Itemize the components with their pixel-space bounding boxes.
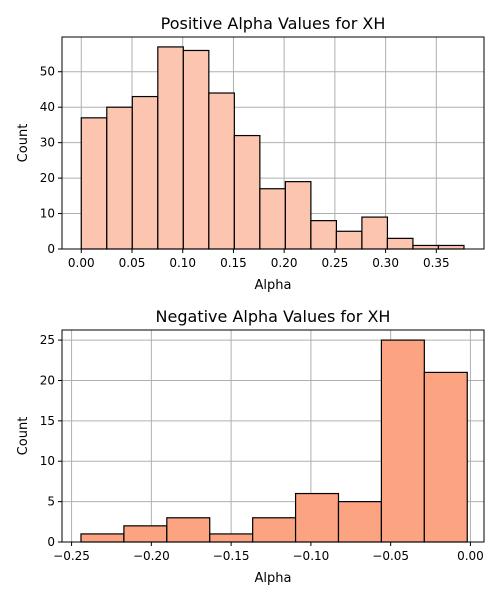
y-tick-label: 50: [40, 65, 55, 79]
x-axis-label: Alpha: [255, 571, 292, 586]
x-tick-label: 0.05: [119, 256, 146, 270]
histogram-bar: [157, 46, 184, 250]
chart-1: 0.00 0.05 0.10 0.15 0.20 0.25 0.30 0.35 0 10 20 30 4…: [16, 14, 485, 293]
x-tick-label: −0.15: [213, 549, 250, 563]
histogram-bar: [380, 339, 425, 543]
histogram-bar: [182, 49, 210, 250]
chart-title: Positive Alpha Values for XH: [161, 14, 386, 33]
y-tick-label: 20: [40, 171, 55, 185]
x-tick-label: 0.15: [220, 256, 247, 270]
histogram-bar: [233, 134, 261, 250]
histogram-bar: [209, 533, 254, 543]
y-axis-label: Count: [16, 124, 31, 163]
chart-2: −0.25 −0.20 −0.15 −0.10 −0.05 0.00 0 5 10 15 20 25 N…: [16, 307, 485, 586]
y-tick-label: 15: [40, 414, 55, 428]
histogram-bar: [131, 95, 159, 250]
y-tick-label: 20: [40, 373, 55, 387]
histogram-bar: [80, 117, 108, 250]
chart-title: Negative Alpha Values for XH: [156, 307, 391, 326]
x-tick-label: −0.10: [293, 549, 330, 563]
histogram-bar: [123, 525, 168, 543]
histogram-bar: [361, 216, 389, 250]
histogram-bar: [252, 517, 297, 543]
histogram-bar: [337, 501, 383, 543]
histogram-bar: [423, 371, 468, 543]
x-tick-label: 0.00: [68, 256, 95, 270]
histogram-bar: [284, 181, 312, 250]
histogram-bar: [166, 517, 211, 543]
y-tick-label: 30: [40, 136, 55, 150]
y-tick-label: 0: [47, 242, 55, 256]
histogram-bar: [437, 244, 465, 250]
x-tick-label: 0.20: [271, 256, 298, 270]
axes-frame: [61, 329, 485, 543]
histogram-bar: [294, 492, 340, 543]
y-tick-label: 25: [40, 333, 55, 347]
y-tick-label: 0: [47, 535, 55, 549]
histogram-bar: [106, 106, 133, 250]
histogram-bar: [335, 230, 363, 250]
y-axis-label: Count: [16, 417, 31, 456]
x-tick-label: 0.10: [169, 256, 196, 270]
histogram-bar: [80, 533, 125, 543]
x-tick-label: 0.35: [423, 256, 450, 270]
x-tick-label: 0.30: [372, 256, 399, 270]
histogram-bar: [386, 237, 414, 250]
x-axis-label: Alpha: [255, 278, 292, 293]
x-tick-label: 0.00: [457, 549, 484, 563]
histogram-bar: [208, 92, 235, 250]
x-tick-label: 0.25: [322, 256, 349, 270]
y-tick-label: 5: [47, 495, 55, 509]
histogram-bar: [412, 244, 440, 250]
x-tick-label: −0.25: [53, 549, 90, 563]
histogram-bar: [310, 220, 338, 250]
x-tick-label: −0.05: [372, 549, 409, 563]
x-tick-label: −0.20: [133, 549, 170, 563]
y-tick-label: 10: [40, 207, 55, 221]
histogram-bar: [259, 188, 286, 250]
y-tick-label: 40: [40, 100, 55, 114]
y-tick-label: 10: [40, 454, 55, 468]
